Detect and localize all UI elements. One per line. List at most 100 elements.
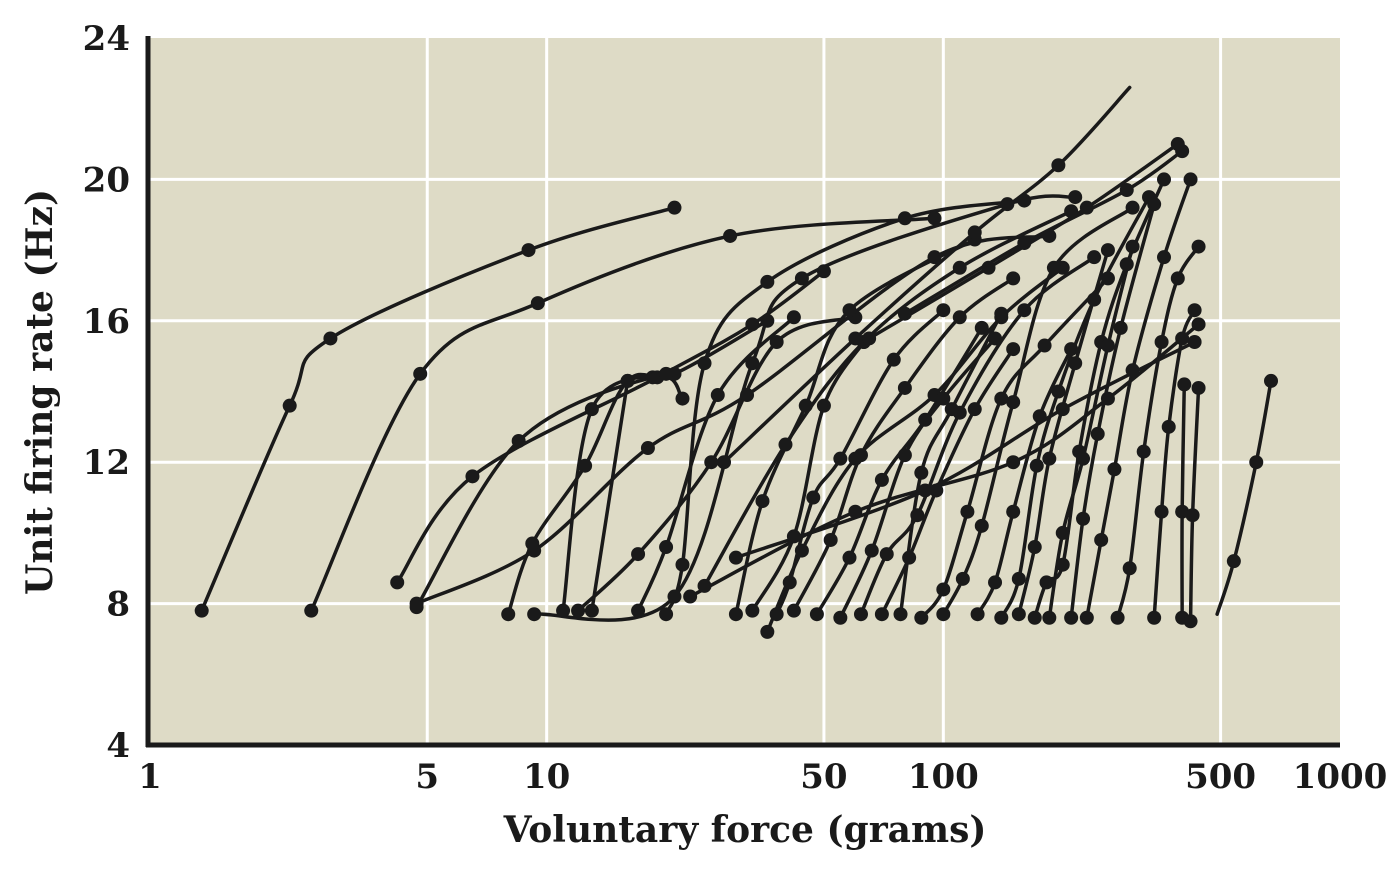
- data-point: [1046, 260, 1061, 275]
- data-point: [1029, 458, 1044, 473]
- series-line-39: [722, 85, 1132, 464]
- data-point: [640, 441, 655, 456]
- data-point: [967, 225, 982, 240]
- data-point: [620, 373, 635, 388]
- data-point: [584, 603, 599, 618]
- x-tick-labels: 1 5 10 50 100 500 1000: [138, 757, 1387, 797]
- data-point: [1006, 395, 1021, 410]
- data-point: [667, 200, 682, 215]
- data-point: [1191, 317, 1206, 332]
- data-point: [511, 433, 526, 448]
- y-tick-label: 24: [83, 19, 130, 59]
- data-point: [952, 310, 967, 325]
- data-point: [1039, 575, 1054, 590]
- data-point: [390, 575, 405, 590]
- data-point: [848, 331, 863, 346]
- data-point: [1000, 197, 1015, 212]
- data-point: [974, 518, 989, 533]
- data-point: [1191, 239, 1206, 254]
- data-point: [1100, 391, 1115, 406]
- data-point: [1147, 197, 1162, 212]
- data-point: [823, 532, 838, 547]
- data-point: [1042, 451, 1057, 466]
- series-line-37: [688, 322, 1201, 599]
- data-point: [798, 398, 813, 413]
- data-point: [967, 402, 982, 417]
- data-point: [760, 313, 775, 328]
- data-point: [806, 490, 821, 505]
- series-markers: [194, 137, 1279, 639]
- data-point: [833, 451, 848, 466]
- data-point: [769, 335, 784, 350]
- data-point: [955, 571, 970, 586]
- data-point: [1032, 409, 1047, 424]
- data-point: [994, 306, 1009, 321]
- data-point: [697, 356, 712, 371]
- data-point: [525, 536, 540, 551]
- data-point: [897, 380, 912, 395]
- data-point: [952, 260, 967, 275]
- data-point: [842, 550, 857, 565]
- data-point: [782, 575, 797, 590]
- data-point: [929, 483, 944, 498]
- data-point: [521, 243, 536, 258]
- y-tick-label: 16: [83, 302, 130, 342]
- data-point: [786, 310, 801, 325]
- data-point: [918, 412, 933, 427]
- data-point: [1064, 204, 1079, 219]
- data-point: [282, 398, 297, 413]
- data-point: [1011, 607, 1026, 622]
- series-line-9: [590, 379, 630, 613]
- x-tick-label: 50: [800, 757, 847, 797]
- data-point: [1185, 508, 1200, 523]
- y-tick-label: 12: [83, 443, 130, 483]
- data-point: [323, 331, 338, 346]
- y-tick-label: 20: [83, 160, 130, 200]
- series-line-7: [561, 372, 668, 613]
- data-point: [864, 543, 879, 558]
- data-point: [1175, 331, 1190, 346]
- data-point: [786, 529, 801, 544]
- series-line-10: [636, 315, 796, 613]
- data-point: [465, 469, 480, 484]
- data-point: [1051, 384, 1066, 399]
- data-point: [1125, 363, 1140, 378]
- data-point: [862, 331, 877, 346]
- data-point: [936, 582, 951, 597]
- data-point: [1064, 342, 1079, 357]
- data-point: [1042, 610, 1057, 625]
- data-point: [853, 607, 868, 622]
- data-point: [1187, 335, 1202, 350]
- data-point: [1125, 200, 1140, 215]
- data-point: [944, 402, 959, 417]
- data-point: [501, 607, 516, 622]
- data-point: [981, 260, 996, 275]
- data-point: [723, 228, 738, 243]
- y-tick-label: 4: [106, 726, 130, 766]
- x-axis-label: Voluntary force (grams): [503, 809, 987, 851]
- data-point: [578, 458, 593, 473]
- data-point: [853, 448, 868, 463]
- data-point: [1161, 419, 1176, 434]
- data-point: [1110, 610, 1125, 625]
- y-axis-label: Unit firing rate (Hz): [19, 189, 61, 595]
- data-point: [1249, 455, 1264, 470]
- data-point: [918, 483, 933, 498]
- data-point: [710, 388, 725, 403]
- data-point: [1157, 250, 1171, 265]
- data-point: [631, 547, 646, 562]
- x-tick-label: 5: [415, 757, 439, 797]
- data-point: [659, 540, 674, 555]
- data-point: [1175, 144, 1190, 159]
- data-point: [1079, 610, 1094, 625]
- data-point: [1042, 228, 1057, 243]
- data-point: [304, 603, 319, 618]
- data-point: [974, 320, 989, 335]
- data-point: [1122, 561, 1137, 576]
- data-point: [659, 366, 674, 381]
- data-point: [745, 356, 760, 371]
- data-point: [745, 317, 760, 332]
- data-point: [409, 596, 424, 611]
- data-point: [994, 391, 1009, 406]
- data-point: [728, 550, 743, 565]
